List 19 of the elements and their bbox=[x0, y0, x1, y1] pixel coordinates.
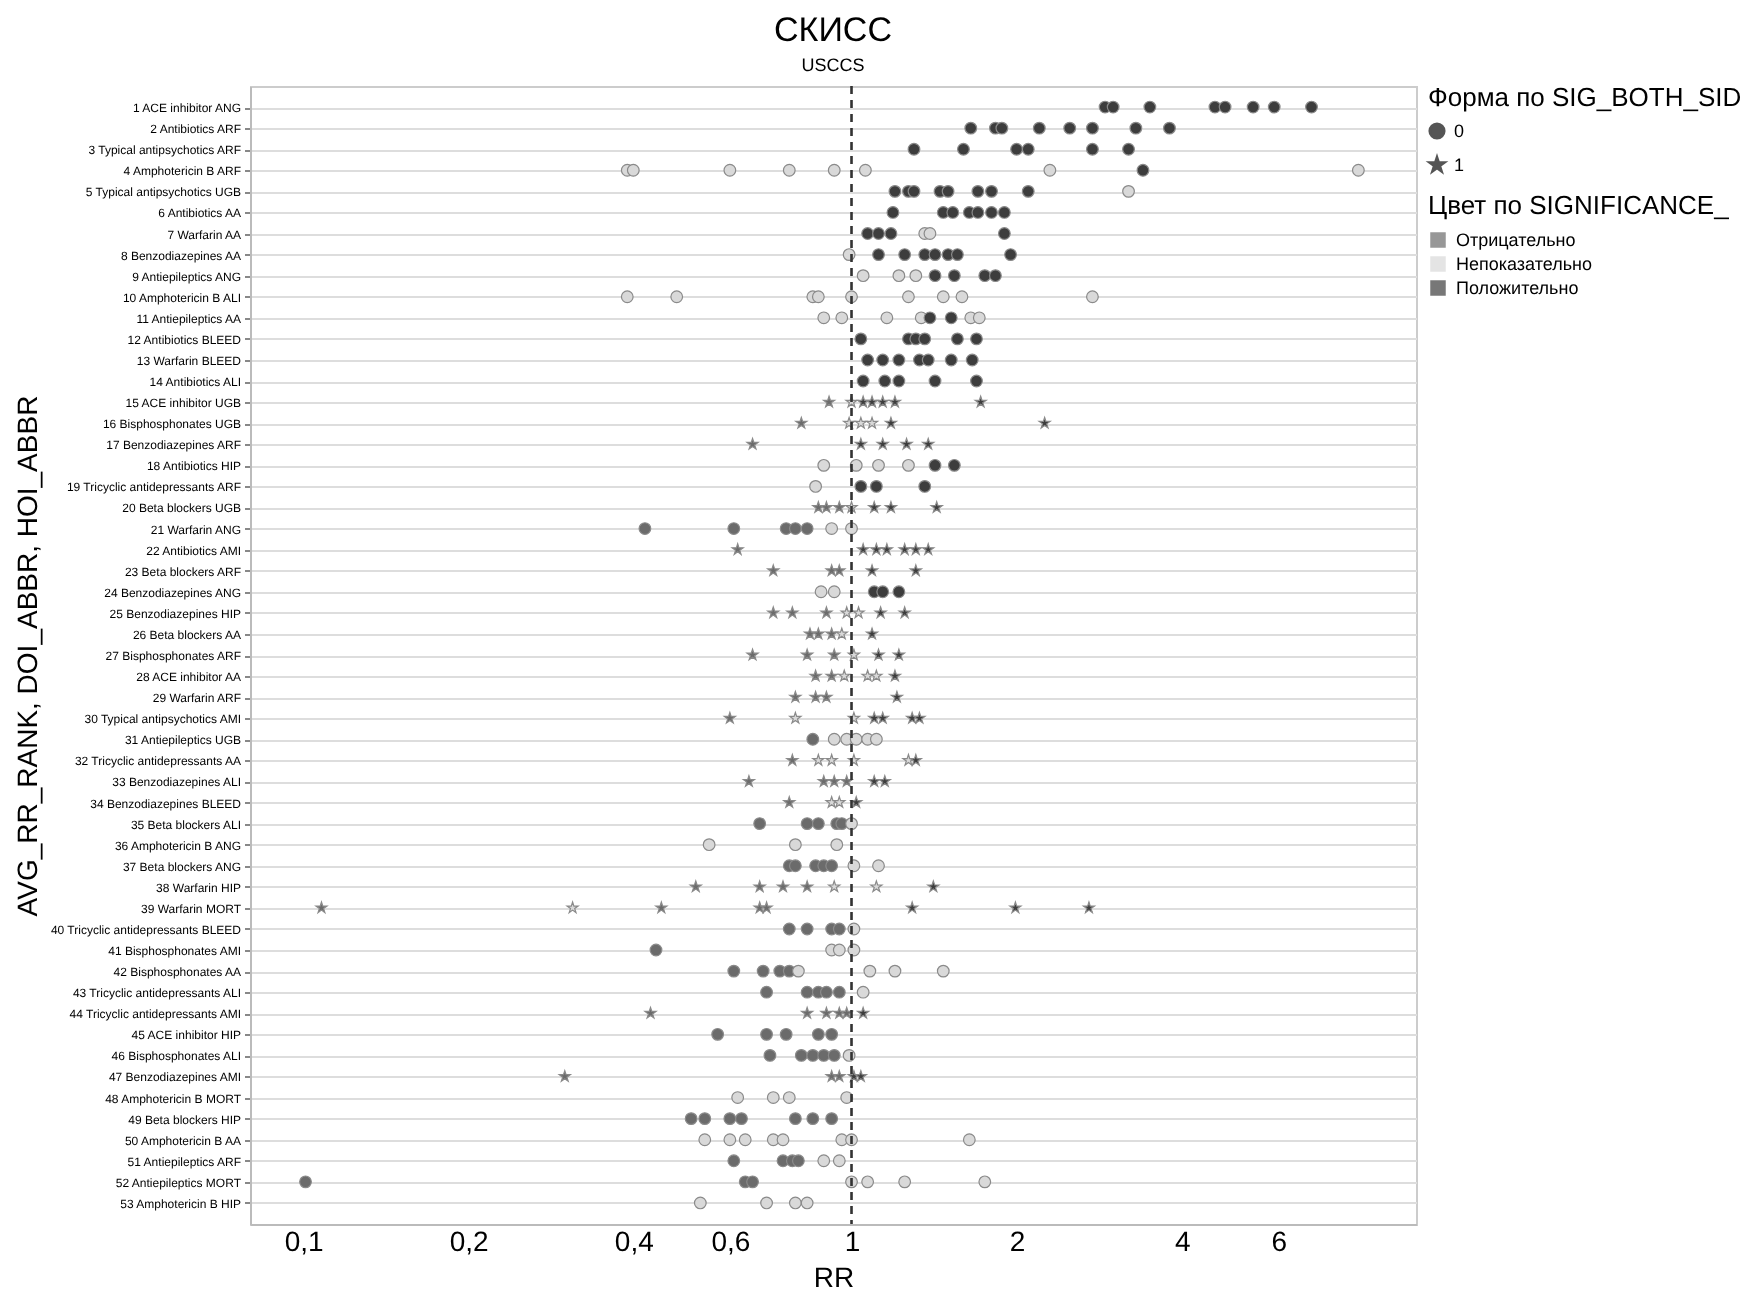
y-axis-title: AVG_RR_RANK, DOI_ABBR, HOI_ABBR bbox=[10, 395, 43, 917]
legend-label: Непоказательно bbox=[1456, 254, 1593, 274]
x-tick-label: 6 bbox=[1271, 1225, 1288, 1257]
x-tick-label: 0,4 bbox=[614, 1225, 655, 1257]
legend-label: Отрицательно bbox=[1456, 230, 1576, 250]
x-tick-label: 4 bbox=[1174, 1225, 1191, 1257]
x-tick-label: 0,1 bbox=[284, 1225, 325, 1257]
chart-title: СКИСС bbox=[774, 10, 892, 49]
text: 1 bbox=[1454, 155, 1465, 175]
x-tick-label: 0,6 bbox=[711, 1225, 751, 1257]
x-tick-label: 1 bbox=[844, 1225, 861, 1257]
x-tick-label: 2 bbox=[1009, 1225, 1026, 1257]
x-tick-label: 0,2 bbox=[449, 1225, 490, 1257]
text: Форма по SIG_BOTH_SID bbox=[1428, 82, 1742, 112]
text: 0 bbox=[1454, 121, 1465, 141]
chart-subtitle: USCCS bbox=[801, 54, 865, 75]
legend-label: Положительно bbox=[1456, 278, 1579, 298]
x-axis-title: RR bbox=[813, 1261, 855, 1293]
legend-title: Цвет по SIGNIFICANCE_ bbox=[1428, 190, 1731, 220]
